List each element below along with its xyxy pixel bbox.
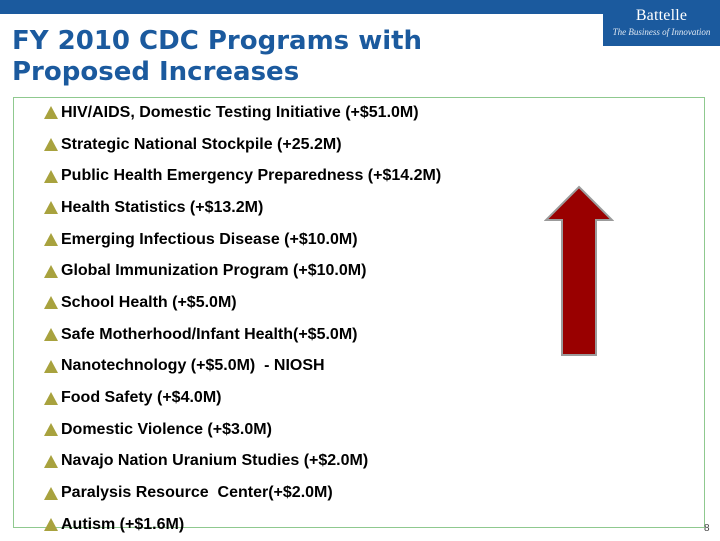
top-banner: [0, 0, 720, 14]
list-item-text: Nanotechnology (+$5.0M) - NIOSH: [61, 357, 325, 375]
list-item: School Health (+$5.0M): [44, 287, 441, 319]
triangle-icon: [44, 264, 58, 278]
triangle-icon: [44, 423, 58, 437]
up-arrow-icon: [544, 185, 614, 356]
list-item-text: Safe Motherhood/Infant Health(+$5.0M): [61, 325, 358, 343]
triangle-icon: [44, 391, 58, 405]
logo-tagline: The Business of Innovation: [612, 27, 711, 37]
slide-title: FY 2010 CDC Programs with Proposed Incre…: [12, 26, 572, 88]
list-item-text: Health Statistics (+$13.2M): [61, 198, 264, 216]
slide-title-line-2: Proposed Increases: [12, 57, 300, 87]
list-item-text: Emerging Infectious Disease (+$10.0M): [61, 230, 358, 248]
triangle-icon: [44, 201, 58, 215]
triangle-icon: [44, 359, 58, 373]
triangle-icon: [44, 138, 58, 152]
list-item: Health Statistics (+$13.2M): [44, 192, 441, 224]
program-list: HIV/AIDS, Domestic Testing Initiative (+…: [44, 97, 441, 541]
list-item-text: Global Immunization Program (+$10.0M): [61, 262, 367, 280]
list-item: Global Immunization Program (+$10.0M): [44, 255, 441, 287]
list-item: HIV/AIDS, Domestic Testing Initiative (+…: [44, 97, 441, 129]
triangle-icon: [44, 296, 58, 310]
page-number: 8: [704, 523, 710, 534]
logo-name: Battelle: [635, 7, 688, 24]
triangle-icon: [44, 169, 58, 183]
triangle-icon: [44, 486, 58, 500]
list-item: Public Health Emergency Preparedness (+$…: [44, 160, 441, 192]
content-frame: [13, 97, 705, 528]
list-item-text: School Health (+$5.0M): [61, 293, 237, 311]
list-item-text: Food Safety (+$4.0M): [61, 389, 222, 407]
list-item: Autism (+$1.6M): [44, 509, 441, 541]
list-item: Emerging Infectious Disease (+$10.0M): [44, 224, 441, 256]
list-item: Paralysis Resource Center(+$2.0M): [44, 477, 441, 509]
triangle-icon: [44, 233, 58, 247]
list-item-text: Public Health Emergency Preparedness (+$…: [61, 167, 442, 185]
triangle-icon: [44, 106, 58, 120]
slide-title-line-1: FY 2010 CDC Programs with: [12, 26, 423, 56]
list-item-text: Strategic National Stockpile (+25.2M): [61, 135, 342, 153]
list-item: Navajo Nation Uranium Studies (+$2.0M): [44, 446, 441, 478]
list-item: Safe Motherhood/Infant Health(+$5.0M): [44, 319, 441, 351]
list-item-text: Navajo Nation Uranium Studies (+$2.0M): [61, 452, 369, 470]
list-item-text: Autism (+$1.6M): [61, 515, 185, 533]
list-item-text: Paralysis Resource Center(+$2.0M): [61, 484, 333, 502]
list-item: Strategic National Stockpile (+25.2M): [44, 129, 441, 161]
triangle-icon: [44, 454, 58, 468]
list-item: Food Safety (+$4.0M): [44, 382, 441, 414]
triangle-icon: [44, 328, 58, 342]
list-item-text: Domestic Violence (+$3.0M): [61, 420, 272, 438]
list-item: Nanotechnology (+$5.0M) - NIOSH: [44, 351, 441, 383]
battelle-logo: Battelle The Business of Innovation: [603, 0, 720, 46]
list-item-text: HIV/AIDS, Domestic Testing Initiative (+…: [61, 103, 419, 121]
list-item: Domestic Violence (+$3.0M): [44, 414, 441, 446]
triangle-icon: [44, 518, 58, 532]
